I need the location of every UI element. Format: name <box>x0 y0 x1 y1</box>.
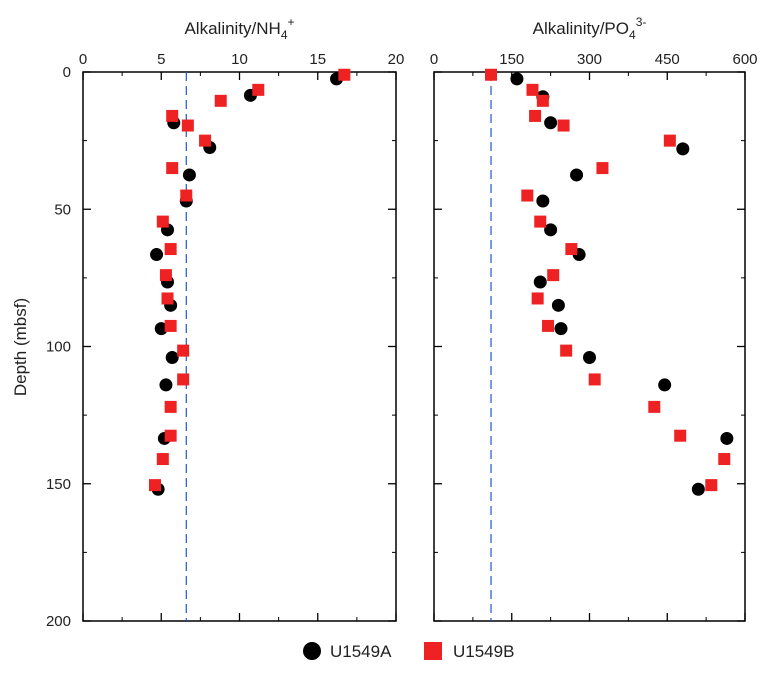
data-point-U1549B <box>663 134 676 147</box>
x-axis-title: Alkalinity/NH4+ <box>184 15 294 42</box>
data-point-U1549B <box>560 344 573 357</box>
data-point-U1549B <box>164 429 177 442</box>
data-point-U1549A <box>536 194 550 208</box>
y-tick-label: 0 <box>63 64 71 81</box>
data-point-U1549A <box>544 223 558 237</box>
data-point-U1549B <box>156 215 169 228</box>
plot-frame <box>82 71 397 622</box>
x-axis-title-subscript: 4 <box>281 28 288 42</box>
y-axis-title: Depth (mbsf) <box>11 298 30 396</box>
data-point-U1549A <box>533 275 547 289</box>
plot-frame <box>433 71 746 622</box>
x-axis-title-superscript: 3- <box>636 15 647 29</box>
data-point-U1549A <box>570 168 584 182</box>
data-point-U1549B <box>166 109 179 122</box>
x-axis-title-superscript: + <box>288 15 295 29</box>
data-point-U1549B <box>164 243 177 256</box>
data-point-U1549B <box>164 400 177 413</box>
x-axis-title-subscript: 4 <box>629 28 636 42</box>
data-point-U1549A <box>551 298 565 312</box>
data-point-U1549B <box>159 269 172 282</box>
y-tick-label: 150 <box>46 476 71 493</box>
data-point-U1549B <box>166 162 179 175</box>
x-tick-label: 0 <box>430 51 438 68</box>
data-point-U1549B <box>214 94 227 107</box>
data-point-U1549B <box>164 319 177 332</box>
data-point-U1549A <box>165 350 179 364</box>
x-tick-label: 0 <box>79 51 87 68</box>
x-tick-label: 150 <box>499 51 524 68</box>
x-tick-label: 5 <box>157 51 165 68</box>
data-point-U1549A <box>554 322 568 336</box>
data-point-U1549B <box>156 453 169 466</box>
x-axis-title-main: Alkalinity/NH <box>184 19 280 38</box>
legend-marker-U1549B <box>424 642 442 660</box>
data-point-U1549B <box>521 189 534 202</box>
data-point-U1549B <box>536 94 549 107</box>
data-point-U1549B <box>596 162 609 175</box>
data-point-U1549B <box>177 373 190 386</box>
x-axis-title-main: Alkalinity/PO <box>533 19 629 38</box>
data-point-U1549B <box>177 344 190 357</box>
data-point-U1549B <box>705 479 718 492</box>
data-point-U1549B <box>534 215 547 228</box>
data-point-U1549B <box>674 429 687 442</box>
data-point-U1549B <box>588 373 601 386</box>
y-tick-label: 50 <box>54 201 71 218</box>
data-point-U1549B <box>531 292 544 305</box>
panel-po4: Alkalinity/PO43- 0 150 300 450 600 <box>430 15 758 622</box>
data-point-U1549B <box>161 292 174 305</box>
data-point-U1549A <box>154 322 168 336</box>
data-point-U1549B <box>547 269 560 282</box>
data-point-U1549B <box>648 400 661 413</box>
legend: U1549A U1549B <box>303 642 514 661</box>
y-tick-label: 100 <box>46 339 71 356</box>
x-tick-label: 20 <box>388 51 405 68</box>
x-axis-title: Alkalinity/PO43- <box>533 15 647 42</box>
data-point-U1549B <box>718 453 731 466</box>
data-point-U1549B <box>565 243 578 256</box>
data-point-U1549A <box>159 378 173 392</box>
data-point-U1549B <box>542 319 555 332</box>
y-tick-label: 200 <box>46 613 71 630</box>
x-tick-label: 450 <box>655 51 680 68</box>
data-point-U1549B <box>181 119 194 132</box>
data-point-U1549A <box>150 248 164 262</box>
data-point-U1549B <box>485 68 498 81</box>
x-tick-label: 10 <box>231 51 248 68</box>
data-point-U1549B <box>180 189 193 202</box>
data-point-U1549A <box>658 378 672 392</box>
x-tick-label: 15 <box>309 51 326 68</box>
data-point-U1549B <box>338 68 351 81</box>
data-point-U1549A <box>182 168 196 182</box>
data-point-U1549B <box>529 109 542 122</box>
legend-marker-U1549A <box>303 642 321 660</box>
x-tick-label: 300 <box>577 51 602 68</box>
data-point-U1549B <box>199 134 212 147</box>
legend-label-U1549B: U1549B <box>453 642 514 661</box>
data-point-U1549B <box>252 83 265 96</box>
data-point-U1549A <box>583 350 596 364</box>
data-point-U1549B <box>557 119 570 132</box>
data-point-U1549A <box>691 482 705 496</box>
data-point-U1549A <box>544 116 558 130</box>
data-point-U1549A <box>720 431 734 445</box>
x-tick-label: 600 <box>732 51 757 68</box>
data-point-U1549A <box>510 72 524 86</box>
legend-label-U1549A: U1549A <box>330 642 392 661</box>
data-point-U1549B <box>148 479 161 492</box>
data-point-U1549B <box>526 83 539 96</box>
data-point-U1549A <box>676 142 690 156</box>
